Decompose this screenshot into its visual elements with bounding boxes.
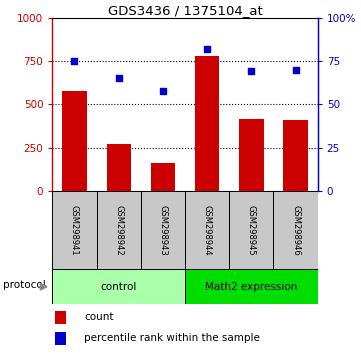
Bar: [185, 269, 318, 304]
Bar: [52, 269, 185, 304]
Bar: [52, 191, 97, 269]
Point: [116, 76, 122, 81]
Text: GSM298942: GSM298942: [114, 205, 123, 256]
Point: [71, 58, 77, 64]
Bar: [62, 91, 87, 191]
Text: GSM298941: GSM298941: [70, 205, 79, 256]
Bar: [97, 191, 141, 269]
Bar: [55, 332, 66, 345]
Bar: [185, 191, 229, 269]
Bar: [229, 191, 274, 269]
Text: percentile rank within the sample: percentile rank within the sample: [84, 333, 260, 343]
Text: Math2 expression: Math2 expression: [205, 282, 297, 292]
Bar: [151, 164, 175, 191]
Text: GSM298945: GSM298945: [247, 205, 256, 256]
Bar: [283, 120, 308, 191]
Bar: [274, 191, 318, 269]
Point: [160, 88, 166, 93]
Point: [293, 67, 299, 73]
Text: control: control: [100, 282, 137, 292]
Bar: [106, 144, 131, 191]
Text: GSM298944: GSM298944: [203, 205, 212, 256]
Bar: [239, 119, 264, 191]
Text: protocol: protocol: [3, 280, 45, 290]
Text: count: count: [84, 312, 114, 322]
Title: GDS3436 / 1375104_at: GDS3436 / 1375104_at: [108, 4, 262, 17]
Bar: [141, 191, 185, 269]
Point: [204, 46, 210, 52]
Text: GSM298946: GSM298946: [291, 205, 300, 256]
Point: [248, 69, 254, 74]
Bar: [195, 56, 219, 191]
Bar: [55, 311, 66, 324]
Text: GSM298943: GSM298943: [158, 205, 168, 256]
